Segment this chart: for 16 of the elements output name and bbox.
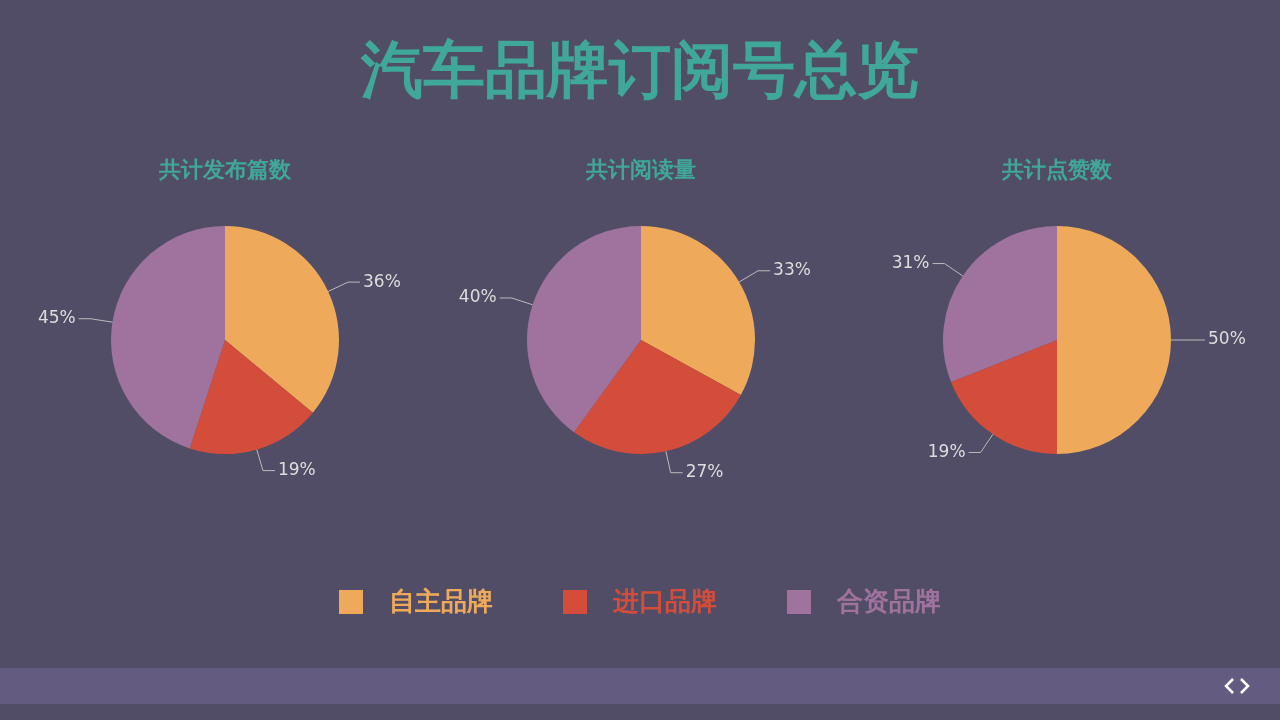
data-label: 27% <box>685 461 724 482</box>
data-label: 19% <box>277 459 316 480</box>
legend-label: 合资品牌 <box>837 585 941 618</box>
chart-title: 共计阅读量 <box>585 156 697 184</box>
chart-title: 共计点赞数 <box>1001 156 1113 184</box>
data-label: 33% <box>773 259 811 280</box>
legend-label: 进口品牌 <box>613 585 717 618</box>
data-label: 19% <box>927 440 966 461</box>
data-label: 40% <box>458 286 497 307</box>
chart-title: 共计发布篇数 <box>158 156 292 184</box>
text: 汽车品牌订阅号总览 <box>360 32 920 108</box>
legend-label: 自主品牌 <box>389 585 493 618</box>
data-label: 50% <box>1208 328 1246 349</box>
data-label: 31% <box>891 251 930 272</box>
data-label: 36% <box>363 270 401 291</box>
data-label: 45% <box>37 307 76 328</box>
